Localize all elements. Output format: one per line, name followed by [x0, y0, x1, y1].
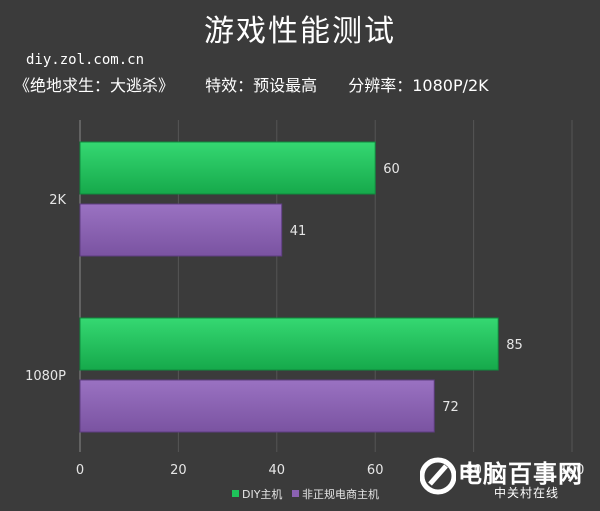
x-tick-label: 40 [269, 463, 286, 478]
watermark-subtext: 中关村在线 [494, 486, 560, 500]
bar [79, 141, 376, 195]
subtitle-resolution: 分辨率：1080P/2K [348, 76, 489, 95]
x-tick-label: 0 [76, 463, 84, 478]
x-tick-label: 20 [170, 463, 187, 478]
page-title: 游戏性能测试 [204, 14, 396, 49]
bar [79, 203, 283, 257]
chart-subtitle: 《绝地求生：大逃杀》 特效：预设最高 分辨率：1080P/2K [14, 72, 515, 96]
legend-label: DIY主机 [242, 487, 282, 501]
x-tick-label: 100 [560, 463, 585, 478]
data-label: 41 [290, 224, 307, 239]
watermark-text: 电脑百事网 [458, 460, 583, 488]
data-label: 72 [442, 400, 459, 415]
subtitle-game: 《绝地求生：大逃杀》 [14, 76, 175, 95]
data-label: 60 [383, 162, 400, 177]
data-label: 85 [506, 338, 523, 353]
category-label: 2K [49, 193, 66, 208]
legend-swatch [232, 490, 239, 497]
subtitle-effect: 特效：预设最高 [205, 76, 318, 95]
legend-swatch [292, 490, 299, 497]
bar [79, 379, 435, 433]
x-tick-label: 60 [367, 463, 384, 478]
legend-label: 非正规电商主机 [302, 487, 379, 501]
watermark-logo-icon [420, 457, 456, 495]
category-label: 1080P [25, 369, 66, 384]
site-url: diy.zol.com.cn [26, 52, 145, 68]
bar [79, 317, 499, 371]
x-tick-label: 80 [465, 463, 482, 478]
watermark: 电脑百事网 中关村在线 [418, 450, 598, 506]
